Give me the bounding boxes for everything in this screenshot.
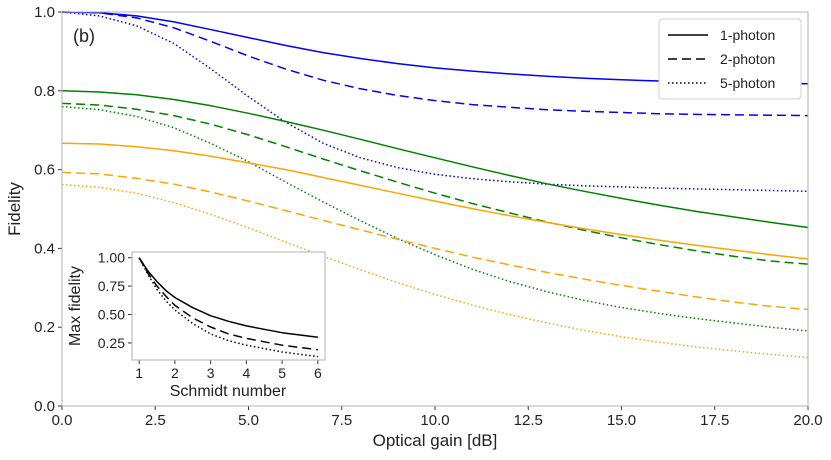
- main-series-blue-2-photon: [61, 11, 809, 117]
- main-series-green-1-photon: [61, 90, 809, 229]
- inset-series-2-photon: [138, 257, 318, 351]
- main-y-tick-label: 0.0: [34, 398, 55, 415]
- inset-ticks-group: 1 2 3 4 5 6 0.25 0.50 0.75 1.00: [98, 250, 322, 381]
- inset-x-tick-label: 6: [314, 365, 322, 381]
- legend-label-5-photon: 5-photon: [720, 75, 775, 91]
- panel-label: (b): [73, 26, 95, 46]
- inset-x-tick-label: 1: [135, 365, 143, 381]
- inset-series-5-photon: [138, 257, 318, 358]
- main-ticks-group: 0.0 2.5 5.0 7.5 10.0 12.5 15.0 17.5 20.0 0.0 0.2 0.…: [34, 4, 822, 429]
- inset-series-1-photon: [138, 257, 318, 339]
- main-series-orange-2-photon: [61, 171, 809, 311]
- main-x-tick-label: 20.0: [793, 412, 822, 429]
- main-y-axis-label: Fidelity: [5, 182, 24, 236]
- main-x-tick-label: 0.0: [52, 412, 73, 429]
- inset-y-tick-label: 0.75: [98, 278, 125, 294]
- legend: 1-photon 2-photon 5-photon: [658, 18, 802, 100]
- main-plot: 0.0 2.5 5.0 7.5 10.0 12.5 15.0 17.5 20.0 0.0 0.2 0.…: [5, 4, 823, 450]
- main-y-tick-label: 0.8: [34, 83, 55, 100]
- main-series-orange-1-photon: [61, 142, 809, 260]
- main-x-tick-label: 2.5: [145, 412, 166, 429]
- main-x-tick-label: 5.0: [238, 412, 259, 429]
- main-y-tick-label: 0.4: [34, 240, 55, 257]
- inset-x-tick-label: 2: [171, 365, 179, 381]
- legend-label-1-photon: 1-photon: [720, 27, 775, 43]
- inset-background: [132, 252, 325, 360]
- inset-x-tick-label: 3: [207, 365, 215, 381]
- main-x-tick-label: 12.5: [514, 412, 543, 429]
- inset-x-tick-label: 4: [242, 365, 250, 381]
- inset-plot: 1 2 3 4 5 6 0.25 0.50 0.75 1.00 Schmidt number Ma…: [67, 250, 326, 400]
- inset-series-group: [138, 257, 318, 358]
- main-series-green-5-photon: [61, 105, 809, 332]
- main-x-tick-label: 10.0: [420, 412, 449, 429]
- main-plot-frame: [61, 11, 809, 407]
- inset-y-tick-label: 0.25: [98, 335, 125, 351]
- main-y-tick-label: 1.0: [34, 4, 55, 21]
- main-x-tick-label: 17.5: [700, 412, 729, 429]
- inset-x-axis-label: Schmidt number: [170, 383, 287, 400]
- main-x-axis-label: Optical gain [dB]: [373, 431, 498, 450]
- inset-y-axis-label: Max fidelity: [67, 266, 84, 346]
- main-series-green-2-photon: [61, 102, 809, 265]
- main-x-tick-label: 15.0: [607, 412, 636, 429]
- main-series-blue-5-photon: [61, 11, 809, 193]
- inset-y-tick-label: 0.50: [98, 307, 125, 323]
- inset-y-tick-label: 1.00: [98, 250, 125, 266]
- main-y-tick-label: 0.6: [34, 162, 55, 179]
- main-series-group: [61, 11, 809, 359]
- legend-label-2-photon: 2-photon: [720, 51, 775, 67]
- main-y-tick-label: 0.2: [34, 319, 55, 336]
- main-x-tick-label: 7.5: [331, 412, 352, 429]
- main-series-orange-5-photon: [61, 183, 809, 359]
- legend-box: [658, 18, 802, 100]
- inset-plot-frame: [131, 251, 326, 361]
- inset-x-tick-label: 5: [278, 365, 286, 381]
